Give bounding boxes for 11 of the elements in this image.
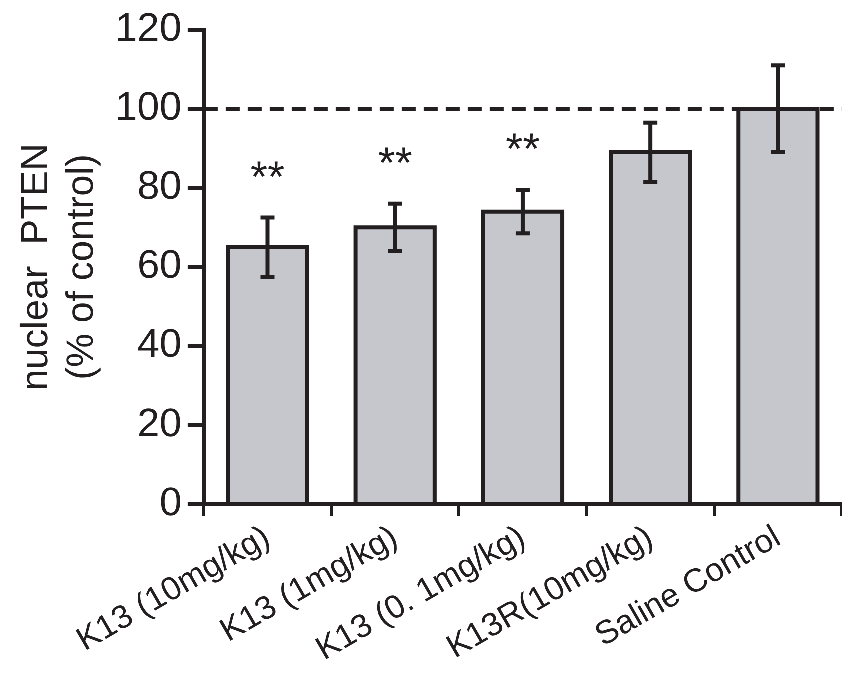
annotation: **	[378, 139, 412, 188]
annotation: **	[506, 125, 540, 174]
y-tick-label: 60	[137, 243, 182, 288]
annotation: **	[250, 152, 285, 202]
y-tick-label: 80	[137, 164, 182, 208]
y-tick-label: 0	[160, 480, 182, 524]
y-tick-label: 20	[137, 401, 182, 446]
y-axis-title: nuclear PTEN (% of control)	[14, 144, 102, 391]
y-tick-label: 100	[115, 85, 182, 130]
y-tick-label: 40	[137, 322, 182, 366]
y-tick-label: 120	[115, 6, 182, 50]
